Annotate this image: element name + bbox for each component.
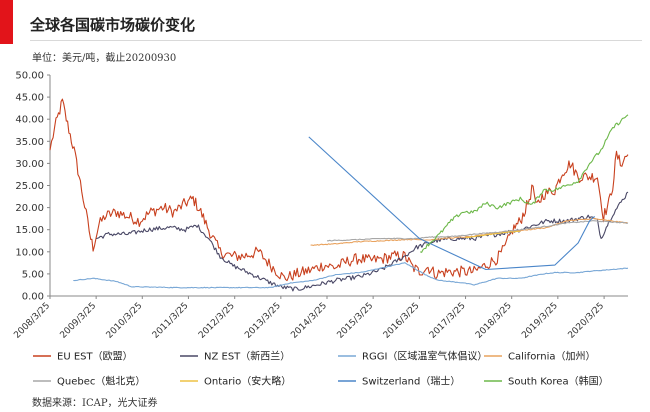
x-tick-label: 2010/3/25 <box>105 301 145 341</box>
chart-legend: EU EST（欧盟） NZ EST（新西兰） RGGI（区域温室气体倡议） Calif… <box>33 350 609 388</box>
chart-axes: 0.00 5.00 10.00 15.00 20.00 25.00 30.00 35.00 40… <box>12 71 628 341</box>
x-tick-label: 2016/3/25 <box>382 301 422 341</box>
legend-label: Quebec（魁北克） <box>57 375 145 388</box>
legend-label: EU EST（欧盟） <box>57 351 133 363</box>
legend-label: Switzerland（瑞士） <box>362 375 460 388</box>
series-line-1 <box>96 191 629 292</box>
series-line-2 <box>73 262 629 289</box>
series-line-0 <box>49 98 629 282</box>
x-tick-label: 2013/3/25 <box>243 301 283 341</box>
x-tick-label: 2014/3/25 <box>289 301 329 341</box>
x-tick-label: 2008/3/25 <box>12 301 52 341</box>
legend-label: California（加州） <box>508 351 596 363</box>
y-tick-label: 35.00 <box>15 137 44 148</box>
x-tick-label: 2019/3/25 <box>520 301 560 341</box>
series-line-4 <box>327 220 629 242</box>
page-title: 全球各国碳市场碳价变化 <box>30 16 196 34</box>
series-line-3 <box>310 217 629 247</box>
y-tick-label: 10.00 <box>15 247 44 258</box>
legend-label: Ontario（安大略） <box>204 375 291 388</box>
y-tick-label: 30.00 <box>15 159 44 170</box>
chart-series-layer <box>49 98 629 292</box>
y-tick-label: 20.00 <box>15 203 44 214</box>
y-tick-label: 15.00 <box>15 225 44 236</box>
unit-note: 单位：美元/吨，截止20200930 <box>32 53 177 64</box>
header-accent-bar <box>0 0 13 44</box>
y-tick-label: 40.00 <box>15 115 44 126</box>
x-tick-label: 2020/3/25 <box>567 301 607 341</box>
y-tick-label: 0.00 <box>22 292 44 303</box>
x-tick-label: 2018/3/25 <box>474 301 514 341</box>
series-line-7 <box>420 114 629 253</box>
y-tick-label: 45.00 <box>15 93 44 104</box>
series-line-5 <box>465 230 521 239</box>
x-tick-label: 2009/3/25 <box>59 301 99 341</box>
header-divider <box>30 40 642 41</box>
x-tick-label: 2012/3/25 <box>197 301 237 341</box>
series-line-6 <box>308 136 595 271</box>
y-tick-label: 25.00 <box>15 181 44 192</box>
y-tick-label: 5.00 <box>22 269 44 280</box>
data-source-note: 数据来源：ICAP，光大证券 <box>32 398 158 409</box>
x-tick-label: 2015/3/25 <box>336 301 376 341</box>
x-tick-label: 2017/3/25 <box>428 301 468 341</box>
legend-label: NZ EST（新西兰） <box>204 350 290 363</box>
legend-label: RGGI（区域温室气体倡议） <box>362 350 487 363</box>
y-tick-label: 50.00 <box>15 71 44 82</box>
x-tick-label: 2011/3/25 <box>151 301 191 341</box>
legend-label: South Korea（韩国） <box>508 375 609 388</box>
